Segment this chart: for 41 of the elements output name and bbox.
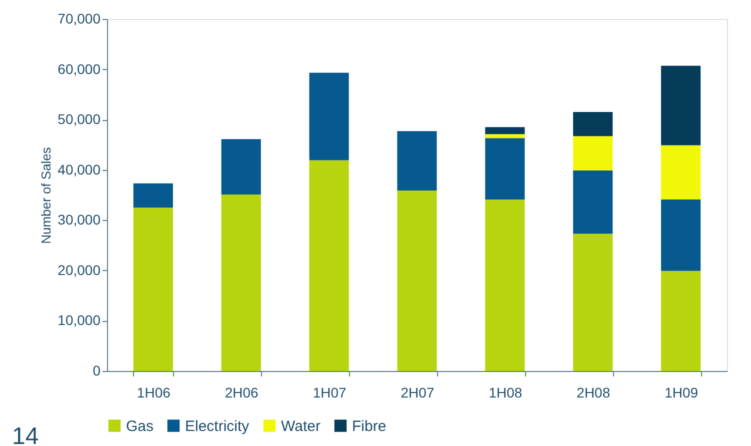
bar (485, 134, 525, 138)
x-tick-label: 1H09 (664, 384, 698, 400)
y-tick-label: 0 (92, 362, 101, 378)
bar (661, 66, 701, 146)
y-tick-label: 20,000 (58, 262, 101, 278)
y-tick-label: 30,000 (58, 212, 101, 228)
bar (573, 234, 613, 371)
bar (661, 145, 701, 200)
legend-label: Electricity (185, 418, 250, 435)
bar (573, 136, 613, 170)
legend-label: Water (281, 418, 320, 435)
bar (397, 190, 437, 371)
y-tick-label: 60,000 (58, 60, 101, 77)
bar (661, 270, 701, 371)
y-tick-label: 10,000 (58, 312, 101, 328)
bar (661, 200, 701, 271)
x-tick-label: 2H07 (400, 384, 434, 400)
y-tick-label: 40,000 (58, 161, 101, 178)
y-tick-label: 50,000 (58, 111, 101, 128)
bar (485, 127, 525, 134)
legend-label: Fibre (352, 418, 386, 435)
x-tick-label: 2H06 (224, 384, 259, 400)
bar (397, 131, 437, 190)
legend-label: Gas (126, 418, 154, 435)
x-tick-label: 2H08 (576, 384, 610, 400)
bar (133, 208, 173, 371)
bar (221, 139, 261, 194)
y-axis-title: Number of Sales (38, 146, 54, 244)
bar (133, 183, 173, 208)
bar (573, 112, 613, 136)
x-tick-label: 1H08 (488, 384, 522, 400)
x-tick-label: 1H07 (312, 384, 347, 400)
bar (485, 200, 525, 371)
text: 14 (12, 423, 39, 446)
bar (309, 160, 349, 371)
bar (309, 72, 349, 160)
y-tick-label: 70,000 (58, 10, 101, 26)
bar (573, 170, 613, 234)
bar (485, 138, 525, 200)
x-tick-label: 1H06 (136, 384, 171, 400)
bar (221, 194, 261, 371)
